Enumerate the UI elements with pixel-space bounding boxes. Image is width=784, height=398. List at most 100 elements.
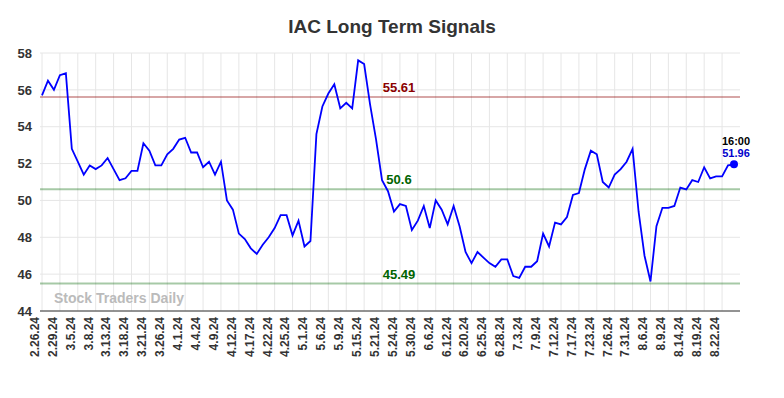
x-tick: 3.13.24 <box>99 311 114 357</box>
x-tick: 2.26.24 <box>28 311 43 357</box>
x-tick: 7.3.24 <box>511 311 526 350</box>
x-tick-label: 4.12.24 <box>225 317 239 357</box>
x-grid-line <box>704 53 705 311</box>
x-tick: 3.21.24 <box>135 311 150 357</box>
x-tick: 7.23.24 <box>583 311 598 357</box>
y-tick: 58 <box>18 46 40 61</box>
y-grid-line <box>40 126 740 127</box>
x-grid-line <box>364 53 365 311</box>
y-axis: 4446485052545658 <box>18 46 41 319</box>
x-tick-label: 6.12.24 <box>440 317 454 357</box>
x-tick: 7.12.24 <box>547 311 562 357</box>
x-grid-line <box>256 53 257 311</box>
x-tick: 5.6.24 <box>314 311 329 350</box>
x-grid-line <box>310 53 311 311</box>
last-value-label: 51.96 <box>722 147 750 159</box>
x-grid-line <box>292 53 293 311</box>
x-tick-label: 7.3.24 <box>511 317 525 351</box>
x-axis: 2.26.242.29.243.5.243.8.243.13.243.18.24… <box>28 311 740 357</box>
x-tick: 7.9.24 <box>529 311 544 350</box>
x-tick: 2.29.24 <box>46 311 61 357</box>
x-tick: 8.6.24 <box>636 311 651 350</box>
x-tick: 8.22.24 <box>708 311 723 357</box>
x-tick-label: 2.29.24 <box>46 317 60 357</box>
x-tick: 4.9.24 <box>207 311 222 350</box>
signal-label: 50.6 <box>386 172 411 187</box>
x-tick-label: 8.9.24 <box>654 317 668 351</box>
x-tick-label: 5.1.24 <box>296 317 310 351</box>
x-tick-label: 3.26.24 <box>153 317 167 357</box>
x-grid-line <box>203 53 204 311</box>
x-tick: 7.31.24 <box>618 311 633 357</box>
grid <box>40 53 740 311</box>
x-grid-line <box>435 53 436 311</box>
x-axis-line <box>40 311 740 312</box>
x-grid-line <box>489 53 490 311</box>
x-grid-line <box>220 53 221 311</box>
x-tick: 5.24.24 <box>386 311 401 357</box>
x-grid-line <box>149 53 150 311</box>
x-tick-label: 2.26.24 <box>28 317 42 357</box>
x-tick-label: 3.13.24 <box>99 317 113 357</box>
y-tick-label: 48 <box>18 230 32 245</box>
x-grid-line <box>77 53 78 311</box>
x-grid-line <box>596 53 597 311</box>
x-tick-label: 4.9.24 <box>207 317 221 351</box>
x-tick-label: 7.12.24 <box>547 317 561 357</box>
x-tick-label: 5.9.24 <box>332 317 346 351</box>
x-tick: 4.17.24 <box>243 311 258 357</box>
x-grid-line <box>471 53 472 311</box>
signal-line <box>40 283 740 285</box>
signal-line <box>40 188 740 190</box>
x-tick: 4.1.24 <box>171 311 186 350</box>
y-tick-label: 44 <box>18 304 33 319</box>
x-tick-label: 5.15.24 <box>350 317 364 357</box>
x-tick: 5.30.24 <box>404 311 419 357</box>
x-grid-line <box>543 53 544 311</box>
y-grid-line <box>40 53 740 54</box>
plot-area <box>40 60 740 283</box>
y-tick: 44 <box>18 304 40 319</box>
x-tick: 4.4.24 <box>189 311 204 350</box>
x-tick: 4.22.24 <box>261 311 276 357</box>
x-tick-label: 8.6.24 <box>636 317 650 351</box>
x-grid-line <box>453 53 454 311</box>
x-grid-line <box>238 53 239 311</box>
x-grid-line <box>417 53 418 311</box>
x-tick: 5.21.24 <box>368 311 383 357</box>
last-time-label: 16:00 <box>722 135 750 147</box>
x-tick: 6.6.24 <box>422 311 437 350</box>
watermark: Stock Traders Daily <box>54 290 184 306</box>
x-grid-line <box>185 53 186 311</box>
x-grid-line <box>686 53 687 311</box>
x-tick: 6.28.24 <box>493 311 508 357</box>
x-tick-label: 6.6.24 <box>422 317 436 351</box>
y-tick: 52 <box>18 156 40 171</box>
x-tick-label: 6.25.24 <box>475 317 489 357</box>
x-tick: 8.14.24 <box>672 311 687 357</box>
x-grid-line <box>578 53 579 311</box>
x-tick: 7.26.24 <box>601 311 616 357</box>
x-tick: 4.25.24 <box>278 311 293 357</box>
x-tick: 5.15.24 <box>350 311 365 357</box>
x-tick: 8.19.24 <box>690 311 705 357</box>
x-tick: 5.1.24 <box>296 311 311 350</box>
y-grid-line <box>40 237 740 238</box>
x-tick-label: 3.18.24 <box>117 317 131 357</box>
x-tick-label: 6.20.24 <box>457 317 471 357</box>
y-tick: 48 <box>18 230 40 245</box>
y-grid-line <box>40 163 740 164</box>
x-tick-label: 7.31.24 <box>618 317 632 357</box>
x-tick: 5.9.24 <box>332 311 347 350</box>
signal-label: 55.61 <box>383 80 416 95</box>
signal-label: 45.49 <box>383 267 416 282</box>
x-grid-line <box>632 53 633 311</box>
x-grid-line <box>42 53 43 311</box>
last-point <box>730 160 738 168</box>
x-tick-label: 5.30.24 <box>404 317 418 357</box>
x-tick-label: 8.19.24 <box>690 317 704 357</box>
x-tick-label: 5.24.24 <box>386 317 400 357</box>
x-tick: 3.5.24 <box>64 311 79 350</box>
x-tick-label: 7.26.24 <box>601 317 615 357</box>
x-grid-line <box>722 53 723 311</box>
